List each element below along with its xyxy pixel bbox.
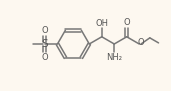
Text: O: O xyxy=(41,26,48,35)
Text: O: O xyxy=(41,53,48,62)
Text: S: S xyxy=(41,39,48,49)
Text: O: O xyxy=(123,18,130,27)
Text: NH₂: NH₂ xyxy=(106,53,122,62)
Text: O: O xyxy=(138,38,144,47)
Text: OH: OH xyxy=(95,19,108,28)
